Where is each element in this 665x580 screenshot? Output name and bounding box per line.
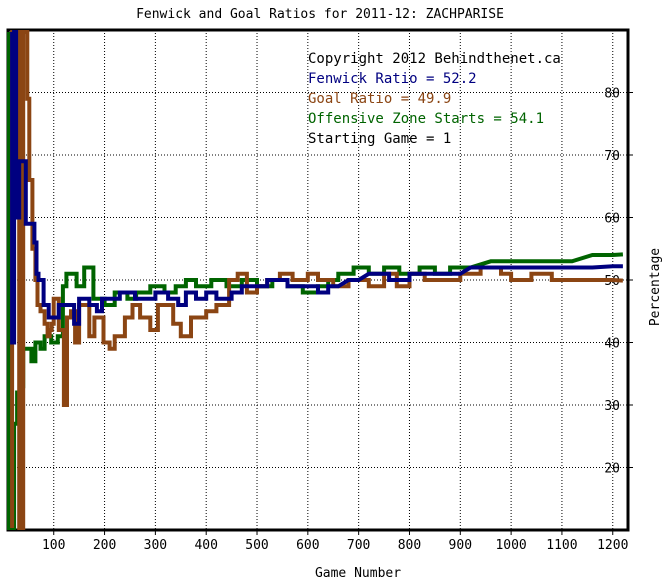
chart-title: Fenwick and Goal Ratios for 2011-12: ZAC… [136,7,504,22]
y-tick-label: 30 [604,399,620,414]
y-tick-label: 40 [604,337,620,352]
x-tick-label: 100 [42,538,65,553]
x-tick-label: 1000 [495,538,526,553]
x-tick-label: 300 [144,538,167,553]
offensive-zone-starts-line [7,32,624,530]
x-tick-label: 400 [194,538,217,553]
goal-ratio-line [10,30,624,530]
y-tick-label: 60 [604,212,620,227]
y-tick-label: 80 [604,87,620,102]
x-tick-label: 1100 [546,538,577,553]
fenwick-ratio-line [10,30,623,345]
x-tick-label: 700 [347,538,370,553]
copyright-text: Copyright 2012 Behindthenet.ca [308,51,561,67]
starting-game-text: Starting Game = 1 [308,131,451,147]
series-lines [7,30,624,530]
x-tick-label: 800 [398,538,421,553]
legend-fenwick: Fenwick Ratio = 52.2 [308,71,477,87]
x-tick-labels: 100 200 300 400 500 600 700 800 900 1000 1100 1200 [42,530,628,553]
x-tick-label: 600 [296,538,319,553]
x-tick-label: 200 [93,538,116,553]
legend-offensive-zone: Offensive Zone Starts = 54.1 [308,111,544,127]
legend: Copyright 2012 Behindthenet.ca Fenwick R… [308,51,561,147]
y-tick-label: 20 [604,462,620,477]
y-tick-label: 70 [604,149,620,164]
x-tick-label: 900 [449,538,472,553]
y-axis-label: Percentage [648,248,663,326]
x-tick-label: 1200 [597,538,628,553]
x-axis-label: Game Number [315,566,401,580]
legend-goal-ratio: Goal Ratio = 49.9 [308,91,451,107]
x-tick-label: 500 [245,538,268,553]
